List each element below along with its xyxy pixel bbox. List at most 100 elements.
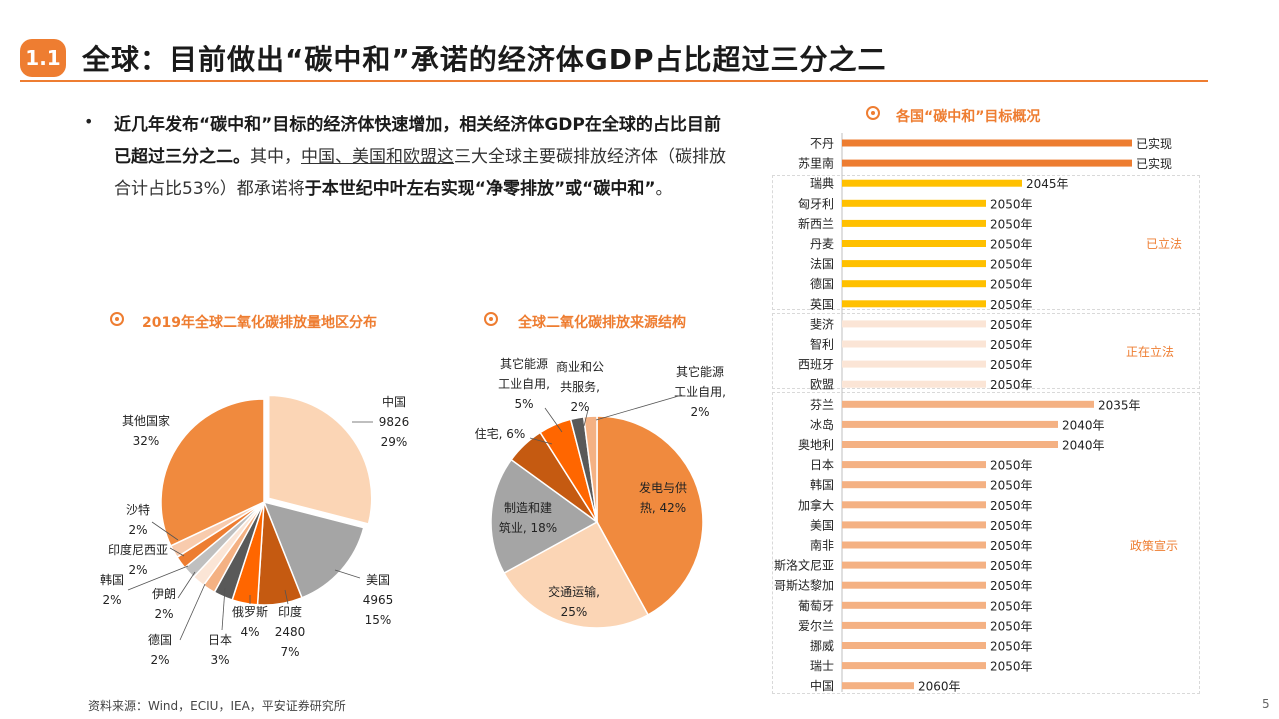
bar-26 xyxy=(842,662,986,670)
target-icon xyxy=(484,312,498,326)
pie2-leader-2 xyxy=(583,409,589,427)
bar-23 xyxy=(842,601,986,609)
label-russia-line-1: 4% xyxy=(240,625,259,639)
bar-value-label-15: 2040年 xyxy=(1062,439,1105,453)
bar-value-label-19: 2050年 xyxy=(990,519,1033,533)
bar-value-label-6: 2050年 xyxy=(990,258,1033,272)
bar-country-17: 韩国 xyxy=(810,477,834,492)
leader-line-5 xyxy=(179,583,206,641)
bar-12 xyxy=(842,380,986,388)
chart3-title: 各国“碳中和”目标概况 xyxy=(896,109,1041,125)
leader-line-9 xyxy=(151,521,179,541)
bar-0 xyxy=(842,139,1132,147)
label-power-line-0: 发电与供 xyxy=(639,480,687,495)
pie-slice-10 xyxy=(160,398,265,547)
pie-slice-0 xyxy=(267,394,373,525)
label-other-energy-a-line-1: 工业自用, xyxy=(498,377,550,391)
label-iran-line-0: 伊朗 xyxy=(152,587,176,601)
label-usa-line-0: 美国 xyxy=(366,573,390,587)
leader-line-2 xyxy=(284,589,289,605)
bar-country-15: 奥地利 xyxy=(798,438,834,452)
bar-18 xyxy=(842,501,986,509)
label-india-line-2: 7% xyxy=(280,645,299,659)
bar-15 xyxy=(842,441,1058,448)
leader-line-6 xyxy=(177,571,196,599)
bar-25 xyxy=(842,642,986,649)
pie2-slice-2 xyxy=(490,458,599,575)
pie2-slice-1 xyxy=(503,520,650,629)
bar-country-16: 日本 xyxy=(810,458,834,472)
label-china-line-1: 9826 xyxy=(379,415,410,429)
bar-country-13: 芬兰 xyxy=(810,398,834,412)
bar-country-5: 丹麦 xyxy=(810,237,834,251)
source-note: 资料来源：Wind，ECIU，IEA，平安证券研究所 xyxy=(88,699,346,713)
bar-20 xyxy=(842,541,986,549)
group-label-0: 已立法 xyxy=(1146,236,1182,251)
label-power-line-1: 热, 42% xyxy=(640,501,686,515)
bar-4 xyxy=(842,219,986,227)
bar-value-label-3: 2050年 xyxy=(990,197,1033,211)
label-transport-line-1: 25% xyxy=(561,605,588,619)
label-saudi-line-1: 2% xyxy=(128,523,147,537)
bar-country-8: 英国 xyxy=(810,297,834,311)
bar-value-label-2: 2045年 xyxy=(1026,177,1069,191)
bar-value-label-11: 2050年 xyxy=(990,358,1033,372)
page-number: 5 xyxy=(1262,697,1270,711)
label-germany-line-0: 德国 xyxy=(148,632,172,647)
bar-13 xyxy=(842,400,1094,408)
bar-value-label-4: 2050年 xyxy=(990,217,1033,231)
leader-line-8 xyxy=(169,547,185,557)
label-commercial-line-0: 商业和公 xyxy=(556,359,604,374)
bar-value-label-27: 2060年 xyxy=(918,680,961,694)
label-china-line-0: 中国 xyxy=(382,394,406,409)
bar-country-19: 美国 xyxy=(810,518,834,532)
bar-country-7: 德国 xyxy=(810,276,834,291)
target-icon xyxy=(866,106,880,120)
label-germany-line-1: 2% xyxy=(150,653,169,667)
label-manufacturing-line-1: 筑业, 18% xyxy=(499,520,557,535)
chart2-title: 全球二氧化碳排放来源结构 xyxy=(518,315,686,331)
group-label-1: 正在立法 xyxy=(1126,344,1174,359)
bar-8 xyxy=(842,300,986,308)
page-title: 全球：目前做出“碳中和”承诺的经济体GDP占比超过三分之二 xyxy=(82,43,887,76)
label-indonesia-line-0: 印度尼西亚 xyxy=(108,542,168,557)
bar-19 xyxy=(842,521,986,529)
label-commercial-line-1: 共服务, xyxy=(560,379,600,394)
label-residential-line-0: 住宅, 6% xyxy=(475,426,526,441)
section-badge: 1.1 xyxy=(20,39,66,77)
bar-country-2: 瑞典 xyxy=(810,177,834,191)
bar-country-9: 斐济 xyxy=(810,316,834,331)
bar-27 xyxy=(842,682,914,690)
bar-country-27: 中国 xyxy=(810,678,834,693)
bar-10 xyxy=(842,340,986,348)
bar-14 xyxy=(842,420,1058,428)
target-icon xyxy=(110,312,124,326)
bar-country-14: 冰岛 xyxy=(810,417,834,432)
bar-value-label-7: 2050年 xyxy=(990,278,1033,292)
bar-value-label-18: 2050年 xyxy=(990,499,1033,513)
label-iran-line-1: 2% xyxy=(154,607,173,621)
bar-16 xyxy=(842,461,986,469)
bar-value-label-25: 2050年 xyxy=(990,640,1033,654)
bar-22 xyxy=(842,581,986,589)
bar-country-23: 葡萄牙 xyxy=(798,599,834,613)
bar-country-1: 苏里南 xyxy=(798,156,834,171)
title-divider xyxy=(20,80,1208,82)
bar-11 xyxy=(842,360,986,368)
label-other-energy-a-line-0: 其它能源 xyxy=(500,356,548,371)
label-japan-line-1: 3% xyxy=(210,653,229,667)
bullet-part-2: 其中， xyxy=(250,147,301,167)
label-japan-line-0: 日本 xyxy=(208,633,232,647)
bar-24 xyxy=(842,621,986,629)
bar-value-label-8: 2050年 xyxy=(990,298,1033,312)
bar-value-label-9: 2050年 xyxy=(990,318,1033,332)
bullet-part-3: 中国、美国和欧盟这 xyxy=(301,147,454,167)
bar-17 xyxy=(842,481,986,489)
bar-country-10: 智利 xyxy=(810,337,834,352)
label-commercial-line-2: 2% xyxy=(570,400,589,414)
chart1-title: 2019年全球二氧化碳排放量地区分布 xyxy=(142,315,377,331)
bar-7 xyxy=(842,280,986,288)
bar-country-11: 西班牙 xyxy=(798,358,834,372)
label-others-line-1: 32% xyxy=(133,434,160,448)
